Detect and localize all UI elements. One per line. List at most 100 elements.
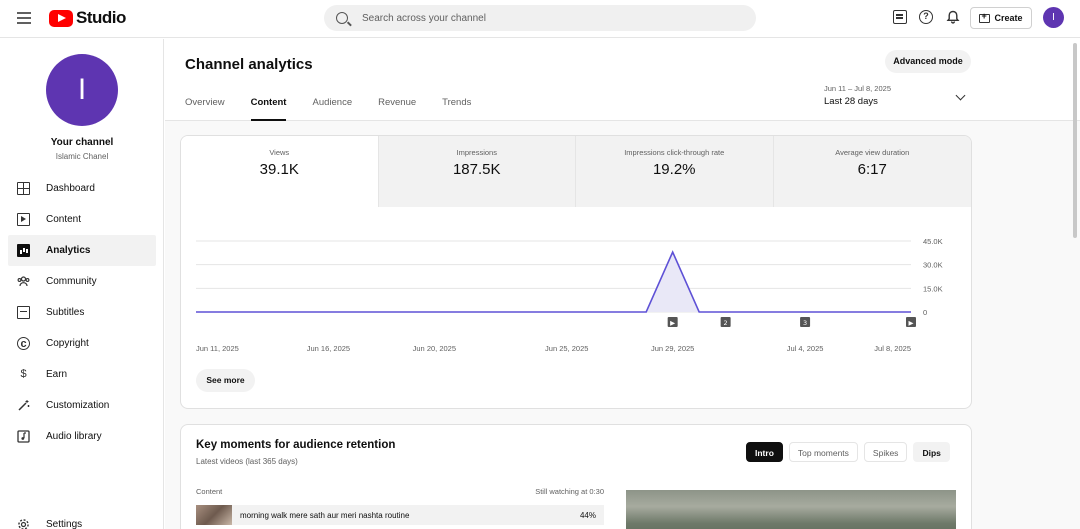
menu-icon[interactable]	[17, 12, 31, 24]
date-range-selector[interactable]: Jun 11 – Jul 8, 2025 Last 28 days	[824, 84, 891, 107]
sidebar-item-label: Copyright	[46, 338, 89, 349]
key-moments-subtitle: Latest videos (last 365 days)	[196, 457, 298, 466]
analytics-tabs: Overview Content Audience Revenue Trends	[185, 97, 497, 121]
sidebar-item-label: Earn	[46, 369, 68, 380]
col-still-watching: Still watching at 0:30	[535, 487, 604, 496]
tab-content[interactable]: Content	[250, 97, 287, 121]
copyright-icon: c	[17, 337, 30, 350]
chip-spikes[interactable]: Spikes	[863, 442, 908, 462]
x-tick-label: Jun 16, 2025	[307, 344, 350, 353]
col-content: Content	[196, 487, 223, 496]
gear-icon	[18, 519, 29, 529]
metric-ctr[interactable]: Impressions click-through rate 19.2%	[576, 136, 774, 207]
tab-overview[interactable]: Overview	[185, 97, 225, 108]
main-content: Channel analytics Advanced mode Overview…	[165, 39, 1080, 529]
dashboard-icon	[17, 182, 30, 195]
metric-tabs: Views 39.1K Impressions 187.5K Impressio…	[181, 136, 971, 207]
chevron-down-icon[interactable]	[955, 90, 966, 101]
video-marker-label: 2	[724, 319, 728, 327]
table-header: Content Still watching at 0:30	[196, 487, 604, 496]
key-moments-chips: Intro Top moments Spikes Dips	[746, 442, 956, 462]
see-more-button[interactable]: See more	[196, 369, 255, 392]
metric-label: Impressions	[456, 148, 497, 157]
video-marker	[906, 317, 916, 327]
sidebar-nav: Dashboard Content Analytics Community Su…	[8, 173, 156, 452]
metric-views[interactable]: Views 39.1K	[181, 136, 379, 207]
account-avatar[interactable]: I	[1043, 7, 1064, 28]
sidebar-item-copyright[interactable]: c Copyright	[8, 328, 156, 359]
metrics-card: Views 39.1K Impressions 187.5K Impressio…	[180, 135, 972, 409]
sidebar-item-label: Analytics	[46, 245, 91, 256]
create-button[interactable]: Create	[970, 7, 1032, 29]
channel-avatar[interactable]: I	[46, 54, 118, 126]
y-tick-label: 0	[923, 308, 927, 317]
sidebar-settings: Settings	[8, 509, 156, 529]
help-icon[interactable]: ?	[919, 10, 933, 24]
key-moments-card: Key moments for audience retention Lates…	[180, 424, 972, 529]
sidebar-item-settings[interactable]: Settings	[8, 509, 156, 529]
sidebar-item-audio-library[interactable]: Audio library	[8, 421, 156, 452]
tab-revenue[interactable]: Revenue	[378, 97, 417, 108]
sidebar-item-label: Dashboard	[46, 183, 95, 194]
chip-dips[interactable]: Dips	[913, 442, 950, 462]
bell-icon[interactable]	[946, 10, 960, 24]
community-icon	[17, 276, 30, 287]
tab-trends[interactable]: Trends	[442, 97, 472, 108]
metric-avg-view-duration[interactable]: Average view duration 6:17	[773, 136, 971, 207]
video-preview[interactable]	[626, 490, 956, 529]
sidebar-item-label: Subtitles	[46, 307, 85, 318]
tab-audience[interactable]: Audience	[312, 97, 353, 108]
video-marker	[667, 317, 678, 327]
search-icon	[336, 12, 348, 24]
search-input[interactable]	[362, 12, 742, 24]
sidebar: I Your channel Islamic Chanel Dashboard …	[0, 39, 164, 529]
sidebar-item-customization[interactable]: Customization	[8, 390, 156, 421]
metric-value: 19.2%	[652, 161, 696, 178]
x-tick-label: Jun 20, 2025	[413, 344, 456, 353]
earn-icon: $	[20, 368, 27, 380]
metric-value: 39.1K	[259, 161, 299, 178]
content-icon	[17, 213, 30, 226]
page-title: Channel analytics	[185, 56, 313, 73]
sidebar-item-content[interactable]: Content	[8, 204, 156, 235]
studio-logo[interactable]: Studio	[49, 8, 126, 28]
chip-top-moments[interactable]: Top moments	[788, 442, 858, 462]
feedback-icon[interactable]	[893, 10, 907, 24]
sidebar-item-label: Settings	[46, 519, 83, 529]
video-title: morning walk mere sath aur meri nashta r…	[240, 511, 410, 520]
sidebar-item-subtitles[interactable]: Subtitles	[8, 297, 156, 328]
chip-intro[interactable]: Intro	[746, 442, 783, 462]
x-tick-label: Jun 29, 2025	[651, 344, 694, 353]
metric-impressions[interactable]: Impressions 187.5K	[378, 136, 576, 207]
advanced-mode-button[interactable]: Advanced mode	[885, 50, 971, 73]
create-label: Create	[994, 13, 1023, 23]
sidebar-item-community[interactable]: Community	[8, 266, 156, 297]
metric-value: 6:17	[857, 161, 887, 178]
x-tick-label: Jul 4, 2025	[787, 344, 824, 353]
still-watching-value: 44%	[579, 511, 596, 520]
customization-icon	[18, 400, 30, 411]
y-tick-label: 30.0K	[923, 261, 943, 270]
search-bar[interactable]	[324, 5, 756, 31]
metric-value: 187.5K	[452, 161, 501, 178]
date-range-label: Last 28 days	[824, 96, 878, 107]
sidebar-item-analytics[interactable]: Analytics	[8, 235, 156, 266]
analytics-header: Channel analytics Advanced mode Overview…	[165, 39, 1080, 121]
video-marker-label: 3	[803, 319, 807, 327]
analytics-icon	[17, 244, 30, 257]
sidebar-item-earn[interactable]: $ Earn	[8, 359, 156, 390]
sidebar-item-label: Customization	[46, 400, 110, 411]
audio-library-icon	[17, 430, 30, 443]
key-moments-title: Key moments for audience retention	[196, 439, 396, 451]
logo-text: Studio	[76, 8, 126, 27]
x-tick-label: Jun 11, 2025	[196, 344, 239, 353]
views-chart: 45.0K 30.0K 15.0K 0 ▶ 2 3 ▶ Jun 11, 2025 Jun 16, …	[196, 237, 943, 353]
date-range-text: Jun 11 – Jul 8, 2025	[824, 84, 891, 93]
top-bar: Studio ? Create I	[0, 0, 1080, 38]
sidebar-item-dashboard[interactable]: Dashboard	[8, 173, 156, 204]
video-marker	[720, 317, 731, 327]
video-thumbnail	[196, 505, 232, 525]
sidebar-item-label: Content	[46, 214, 82, 225]
table-row[interactable]: morning walk mere sath aur meri nashta r…	[196, 505, 604, 525]
scrollbar[interactable]	[1073, 43, 1077, 238]
